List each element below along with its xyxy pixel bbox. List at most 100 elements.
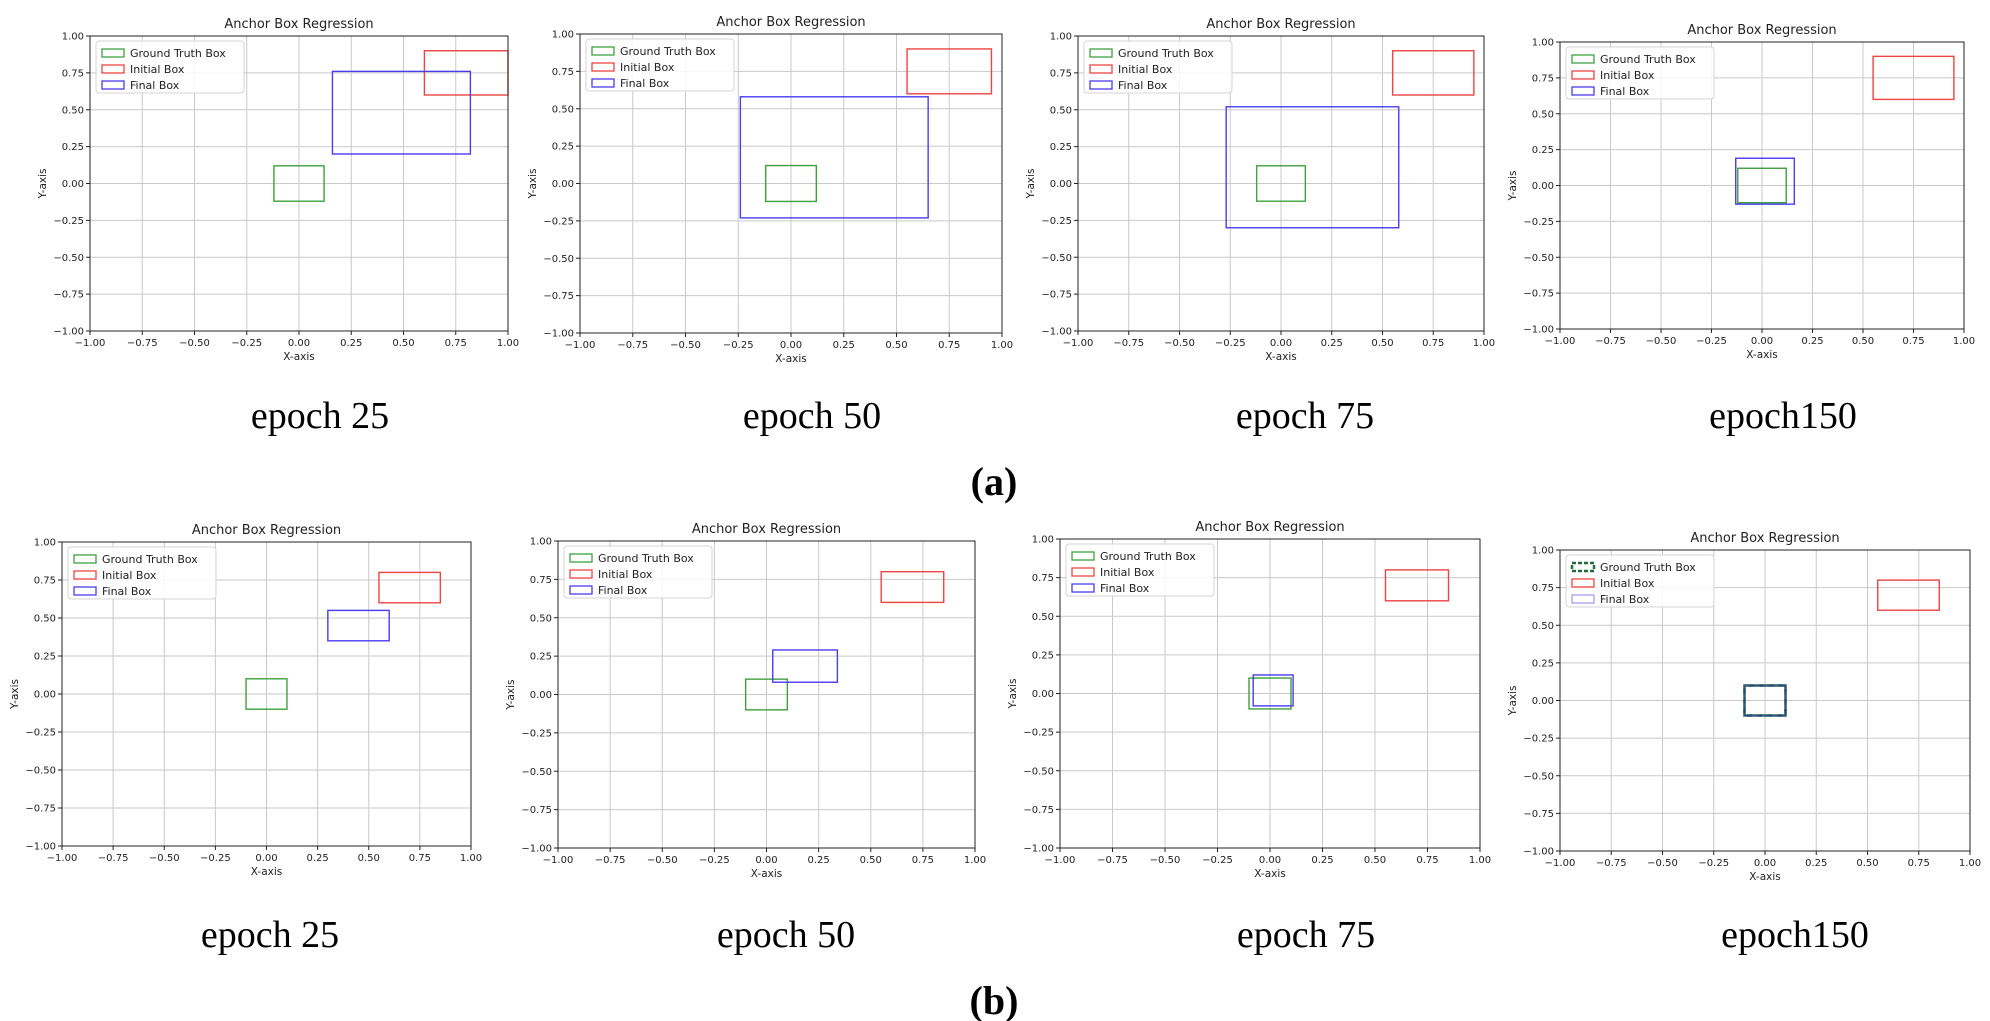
legend: Ground Truth Box Initial Box Final Box <box>585 38 735 92</box>
y-tick-label: −1.00 <box>543 329 574 340</box>
x-tick-label: 1.00 <box>460 853 482 864</box>
x-tick-label: −1.00 <box>1545 336 1576 347</box>
x-tick-label: −1.00 <box>1045 855 1076 866</box>
x-tick-label: 0.75 <box>1902 336 1924 347</box>
x-tick-label: −0.75 <box>1113 338 1144 349</box>
y-tick-label: 0.50 <box>552 104 574 115</box>
chart-b-4: −1.00 −0.75 −0.50 −0.25 0.00 0.25 0.50 0.75 1.00… <box>1507 531 1981 883</box>
x-tick-label: 0.00 <box>255 853 277 864</box>
x-tick-label: 0.00 <box>1270 338 1292 349</box>
x-tick-label: −0.50 <box>179 338 210 349</box>
epoch-caption: epoch150 <box>1721 914 1869 956</box>
y-tick-label: 0.75 <box>34 576 56 587</box>
initial-box-rect <box>880 571 945 604</box>
legend-entry-label: Ground Truth Box <box>102 553 198 566</box>
x-tick-label: 1.00 <box>1959 858 1981 869</box>
legend-entry-label: Ground Truth Box <box>1600 561 1696 574</box>
final-box-dashed-overlay <box>1743 684 1787 717</box>
x-tick-label: −0.75 <box>1097 855 1128 866</box>
x-tick-label: 0.75 <box>912 855 934 866</box>
y-tick-label: 0.25 <box>1050 142 1072 153</box>
y-tick-label: 0.25 <box>1032 650 1054 661</box>
legend: Ground Truth Box Initial Box Final Box <box>67 546 217 600</box>
y-tick-label: −0.25 <box>543 216 574 227</box>
legend-swatch <box>101 80 125 90</box>
y-tick-label: −1.00 <box>25 842 56 853</box>
y-tick-label: 0.00 <box>1050 179 1072 190</box>
chart-b-2: −1.00 −0.75 −0.50 −0.25 0.00 0.25 0.50 0.75 1.00… <box>505 522 986 880</box>
x-tick-label: −0.50 <box>647 855 678 866</box>
legend: Ground Truth Box Initial Box Final Box <box>1565 554 1715 608</box>
y-axis-label: Y-axis <box>1507 171 1519 202</box>
x-tick-label: 0.25 <box>1805 858 1827 869</box>
epoch-caption: epoch 75 <box>1237 914 1375 956</box>
legend-swatch <box>1571 594 1595 604</box>
legend-entry-label: Final Box <box>1100 582 1150 595</box>
x-tick-label: −0.50 <box>1647 858 1678 869</box>
legend-swatch <box>1089 80 1113 90</box>
legend-swatch <box>101 48 125 58</box>
legend-entry-label: Ground Truth Box <box>1600 53 1696 66</box>
x-tick-label: 0.25 <box>1801 336 1823 347</box>
legend-frame <box>1565 554 1715 608</box>
chart-a-3: −1.00 −0.75 −0.50 −0.25 0.00 0.25 0.50 0.75 1.00… <box>1025 17 1495 363</box>
y-tick-label: 0.75 <box>1032 573 1054 584</box>
x-tick-label: −0.25 <box>1698 858 1729 869</box>
legend-swatch <box>73 586 97 596</box>
legend-swatch <box>591 78 615 88</box>
y-tick-label: −0.75 <box>1523 289 1554 300</box>
x-tick-label: −1.00 <box>75 338 106 349</box>
x-tick-label: −1.00 <box>47 853 78 864</box>
x-tick-label: 0.50 <box>1856 858 1878 869</box>
y-tick-label: 0.25 <box>1532 658 1554 669</box>
x-tick-label: 0.25 <box>807 855 829 866</box>
chart-title: Anchor Box Regression <box>692 522 841 537</box>
x-tick-label: −0.25 <box>1202 855 1233 866</box>
legend-swatch <box>1089 48 1113 58</box>
x-axis-label: X-axis <box>1254 868 1286 880</box>
legend-swatch <box>591 46 615 56</box>
legend-swatch <box>569 553 593 563</box>
legend-entry-label: Initial Box <box>102 569 157 582</box>
legend: Ground Truth Box Initial Box Final Box <box>563 545 713 599</box>
legend-frame <box>95 40 245 94</box>
x-axis-label: X-axis <box>1265 351 1297 363</box>
x-tick-label: −0.75 <box>595 855 626 866</box>
legend-swatch <box>1571 54 1595 64</box>
x-tick-label: 0.75 <box>445 338 467 349</box>
legend-swatch <box>591 62 615 72</box>
legend-swatch <box>1071 583 1095 593</box>
x-tick-label: −1.00 <box>565 340 596 351</box>
legend-frame <box>1065 543 1215 597</box>
y-tick-label: 0.25 <box>530 652 552 663</box>
x-axis-label: X-axis <box>1749 871 1781 883</box>
final-box-rect <box>772 649 839 683</box>
x-tick-label: −0.50 <box>670 340 701 351</box>
legend: Ground Truth Box Initial Box Final Box <box>1083 40 1233 94</box>
x-tick-label: 0.25 <box>833 340 855 351</box>
legend-entry-label: Final Box <box>102 585 152 598</box>
legend-entry-label: Initial Box <box>1600 577 1655 590</box>
y-tick-label: 0.00 <box>1032 689 1054 700</box>
y-tick-label: −0.50 <box>1523 253 1554 264</box>
y-tick-label: −1.00 <box>53 327 84 338</box>
y-tick-label: 0.75 <box>1532 73 1554 84</box>
x-axis-label: X-axis <box>251 866 283 878</box>
y-axis-label: Y-axis <box>1007 679 1019 710</box>
x-tick-label: 0.25 <box>306 853 328 864</box>
legend-frame <box>563 545 713 599</box>
x-tick-label: 0.50 <box>1852 336 1874 347</box>
y-tick-label: 0.75 <box>552 67 574 78</box>
x-tick-label: −0.25 <box>200 853 231 864</box>
x-tick-label: 0.75 <box>1416 855 1438 866</box>
y-axis-label: Y-axis <box>527 169 539 200</box>
y-tick-label: −0.75 <box>1523 809 1554 820</box>
legend-frame <box>1083 40 1233 94</box>
legend-entry-label: Initial Box <box>620 61 675 74</box>
legend-entry-label: Ground Truth Box <box>598 552 694 565</box>
legend-swatch <box>569 585 593 595</box>
ground-truth-box-rect <box>1248 677 1292 710</box>
x-tick-label: 0.50 <box>885 340 907 351</box>
panel-label-a: (a) <box>971 459 1018 504</box>
